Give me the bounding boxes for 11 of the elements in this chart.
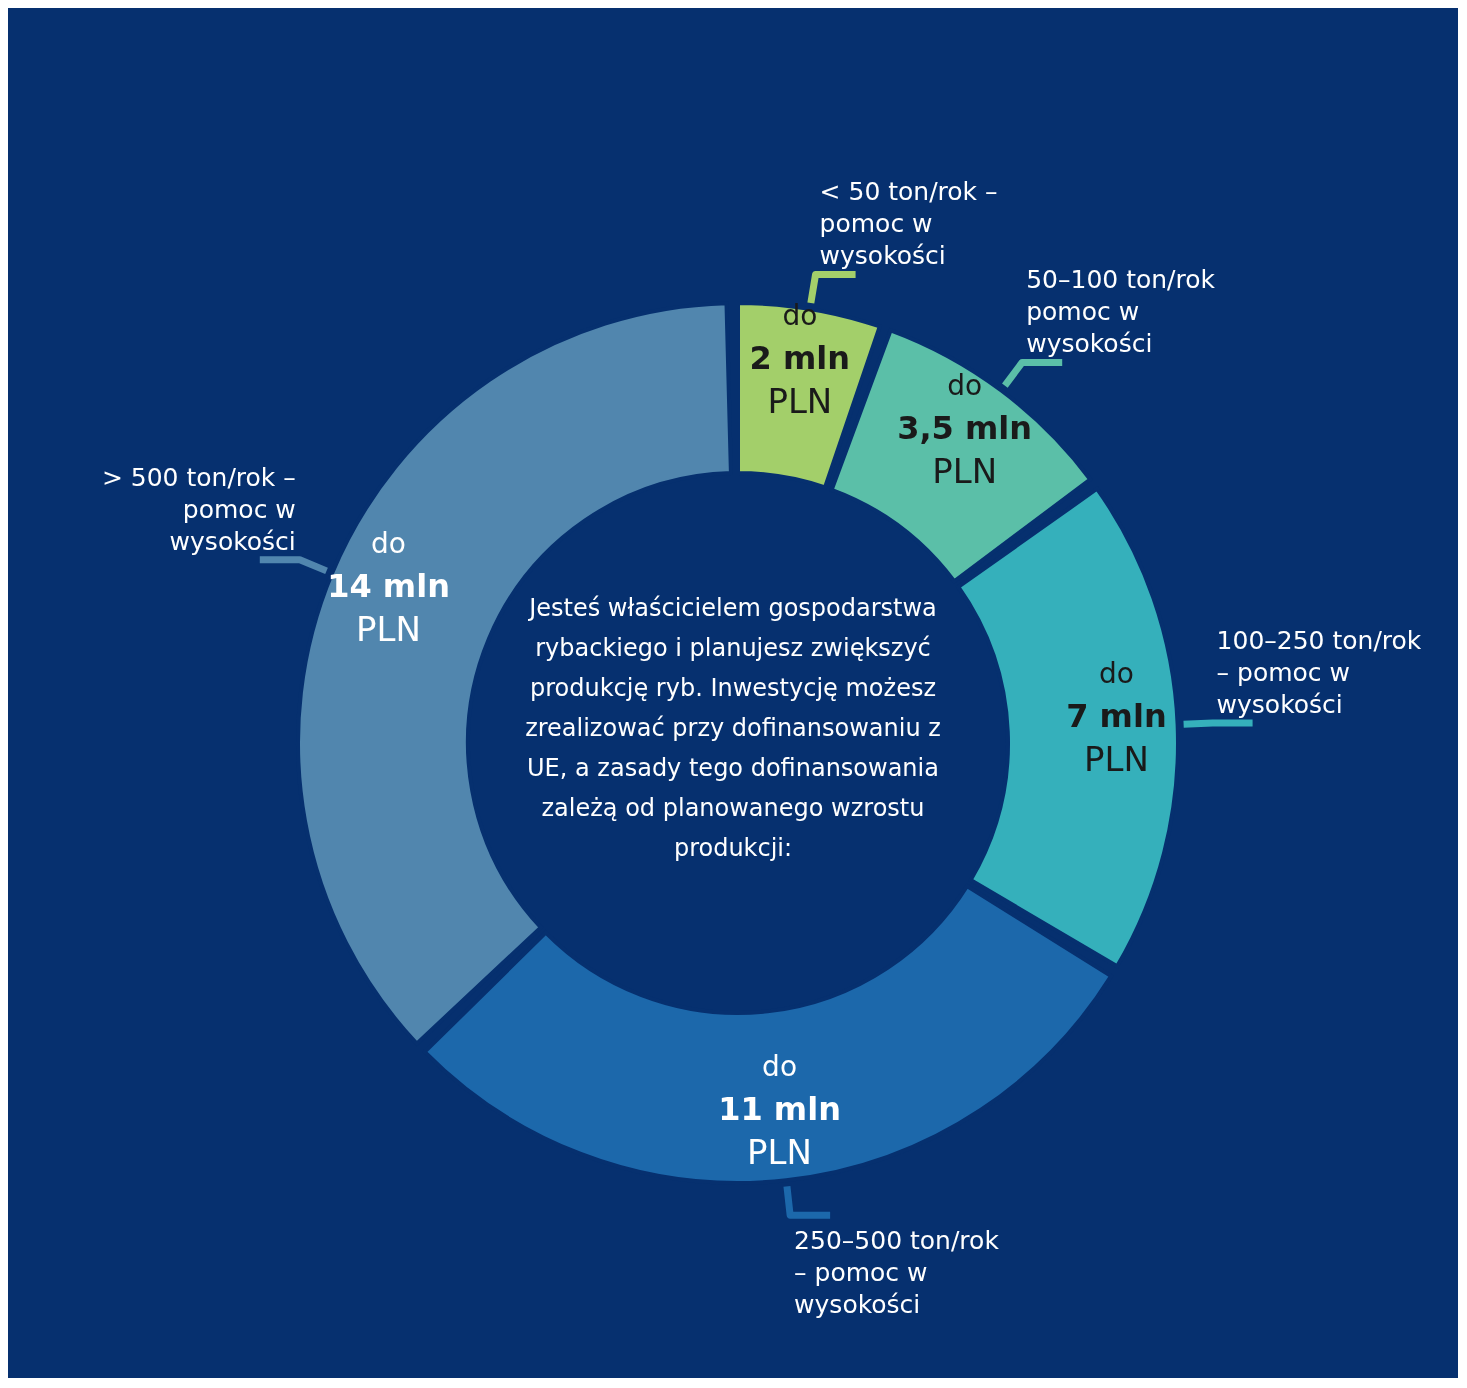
data-label: do 7 mln PLN [1066, 657, 1167, 780]
data-label: do 11 mln PLN [718, 1049, 841, 1172]
slice-label: 50–100 ton/rok pomoc w wysokości [1026, 265, 1216, 359]
slice-label: < 50 ton/rok – pomoc w wysokości [819, 177, 998, 271]
slice-label: 100–250 ton/rok – pomoc w wysokości [1216, 626, 1422, 720]
data-label: do 14 mln PLN [327, 526, 450, 649]
text: Jesteś właścicielem gospodarstwa rybackiego i planujesz zwiększyć produkcję ryb. Inwestycję możesz zrealizować przy dofinansowaniu z UE, a zasady tego dofinansowania zależą od planowanego wzrostu produkcji: [524, 593, 942, 864]
data-label: do 2 mln PLN [749, 299, 851, 422]
data-label: do 3,5 mln PLN [897, 369, 1033, 492]
slice-label: > 500 ton/rok – pomoc w wysokości [101, 462, 296, 556]
slice-label: 250–500 ton/rok – pomoc w wysokości [794, 1226, 1000, 1320]
